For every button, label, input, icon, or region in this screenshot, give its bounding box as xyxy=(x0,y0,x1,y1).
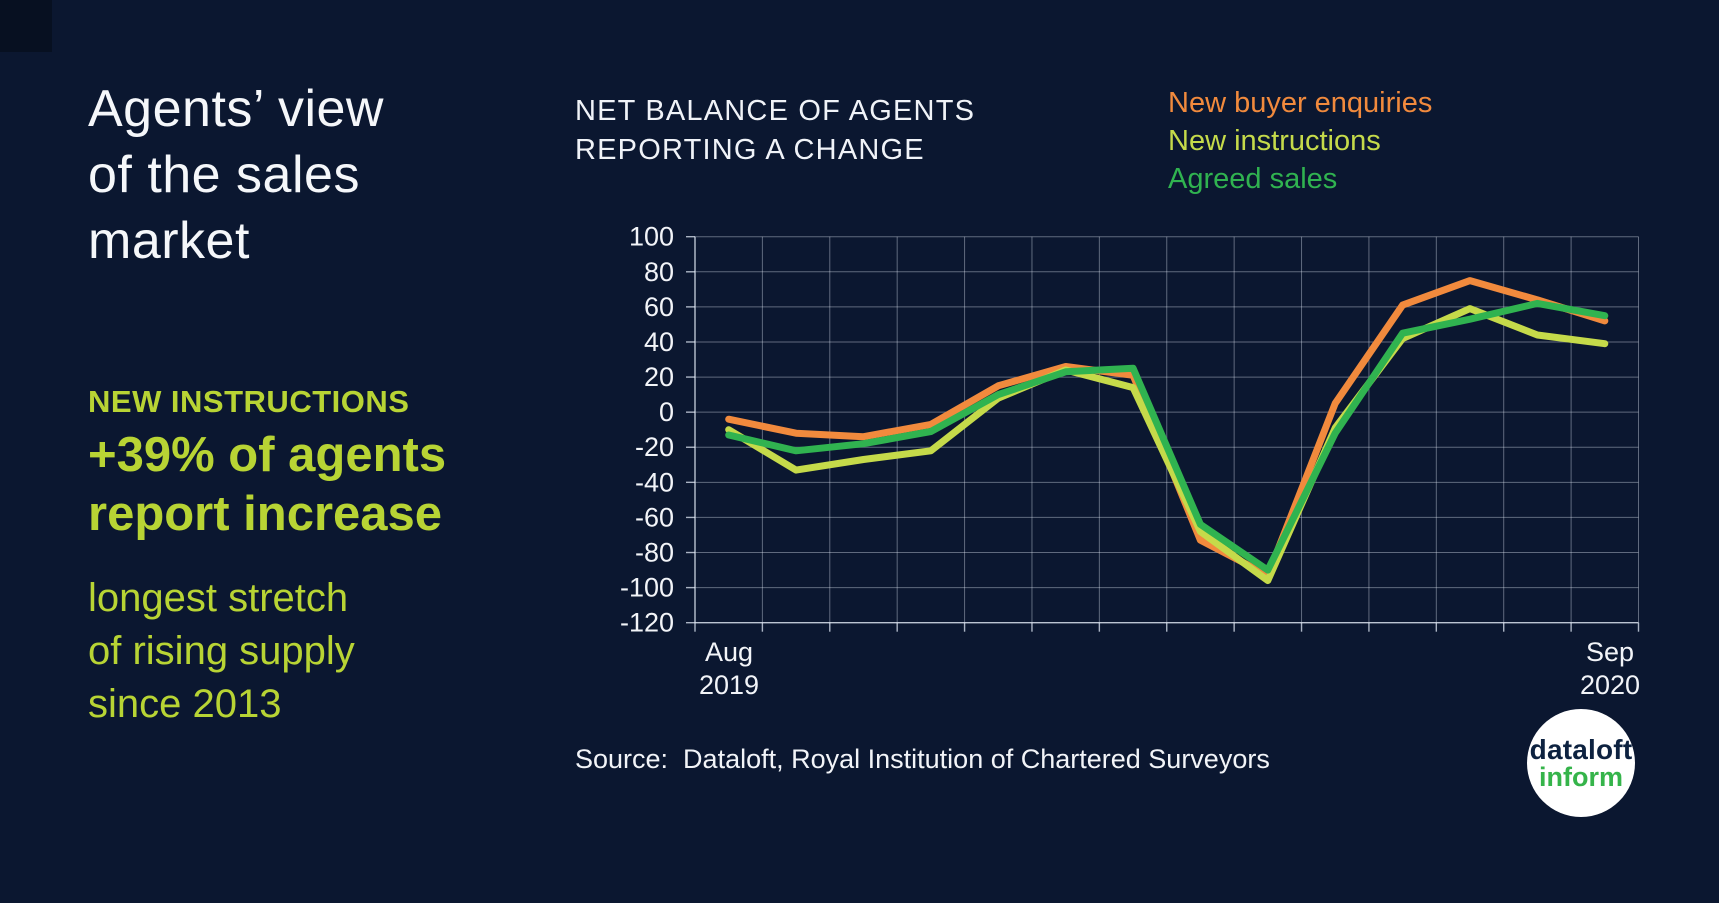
y-tick-label: 0 xyxy=(659,397,674,427)
x-axis-label-end: Sep 2020 xyxy=(1579,637,1641,700)
axes xyxy=(686,235,1640,632)
y-tick-label: 20 xyxy=(644,362,674,392)
y-axis-labels: 100 80 60 40 20 0 -20 -40 -60 -80 -100 -120 xyxy=(620,222,674,638)
series-line-1 xyxy=(725,305,1609,585)
x-axis-label-start: Aug 2019 xyxy=(698,637,760,700)
y-tick-label: -100 xyxy=(620,573,674,603)
y-tick-label: -60 xyxy=(635,502,674,532)
series-line-2 xyxy=(725,299,1609,574)
y-tick-label: 80 xyxy=(644,257,674,287)
y-tick-label: 40 xyxy=(644,327,674,357)
corner-accent-square xyxy=(0,0,52,52)
source-attribution: Source: Dataloft, Royal Institution of C… xyxy=(575,744,1270,774)
highlight-stat: +39% of agents report increase xyxy=(88,428,447,541)
y-tick-label: -120 xyxy=(620,608,674,638)
chart-legend: New buyer enquiries New instructions Agr… xyxy=(1168,84,1432,198)
y-tick-label: 100 xyxy=(629,222,674,252)
page-title: Agents’ view of the sales market xyxy=(88,80,384,270)
chart-title: NET BALANCE OF AGENTS REPORTING A CHANGE xyxy=(575,95,976,166)
gridlines xyxy=(694,236,1639,624)
y-tick-label: -20 xyxy=(635,432,674,462)
y-tick-label: -40 xyxy=(635,467,674,497)
dataloft-inform-logo: dataloft inform xyxy=(1527,709,1635,817)
legend-item-new-instructions: New instructions xyxy=(1168,125,1381,157)
highlight-note: longest stretch of rising supply since 2… xyxy=(88,576,355,726)
legend-item-agreed-sales: Agreed sales xyxy=(1168,163,1338,195)
highlight-label: NEW INSTRUCTIONS xyxy=(88,384,410,419)
legend-item-new-buyer-enquiries: New buyer enquiries xyxy=(1168,87,1433,119)
logo-line-inform: inform xyxy=(1539,761,1623,792)
logo-line-dataloft: dataloft xyxy=(1529,733,1633,765)
y-tick-label: 60 xyxy=(644,292,674,322)
y-tick-label: -80 xyxy=(635,538,674,568)
